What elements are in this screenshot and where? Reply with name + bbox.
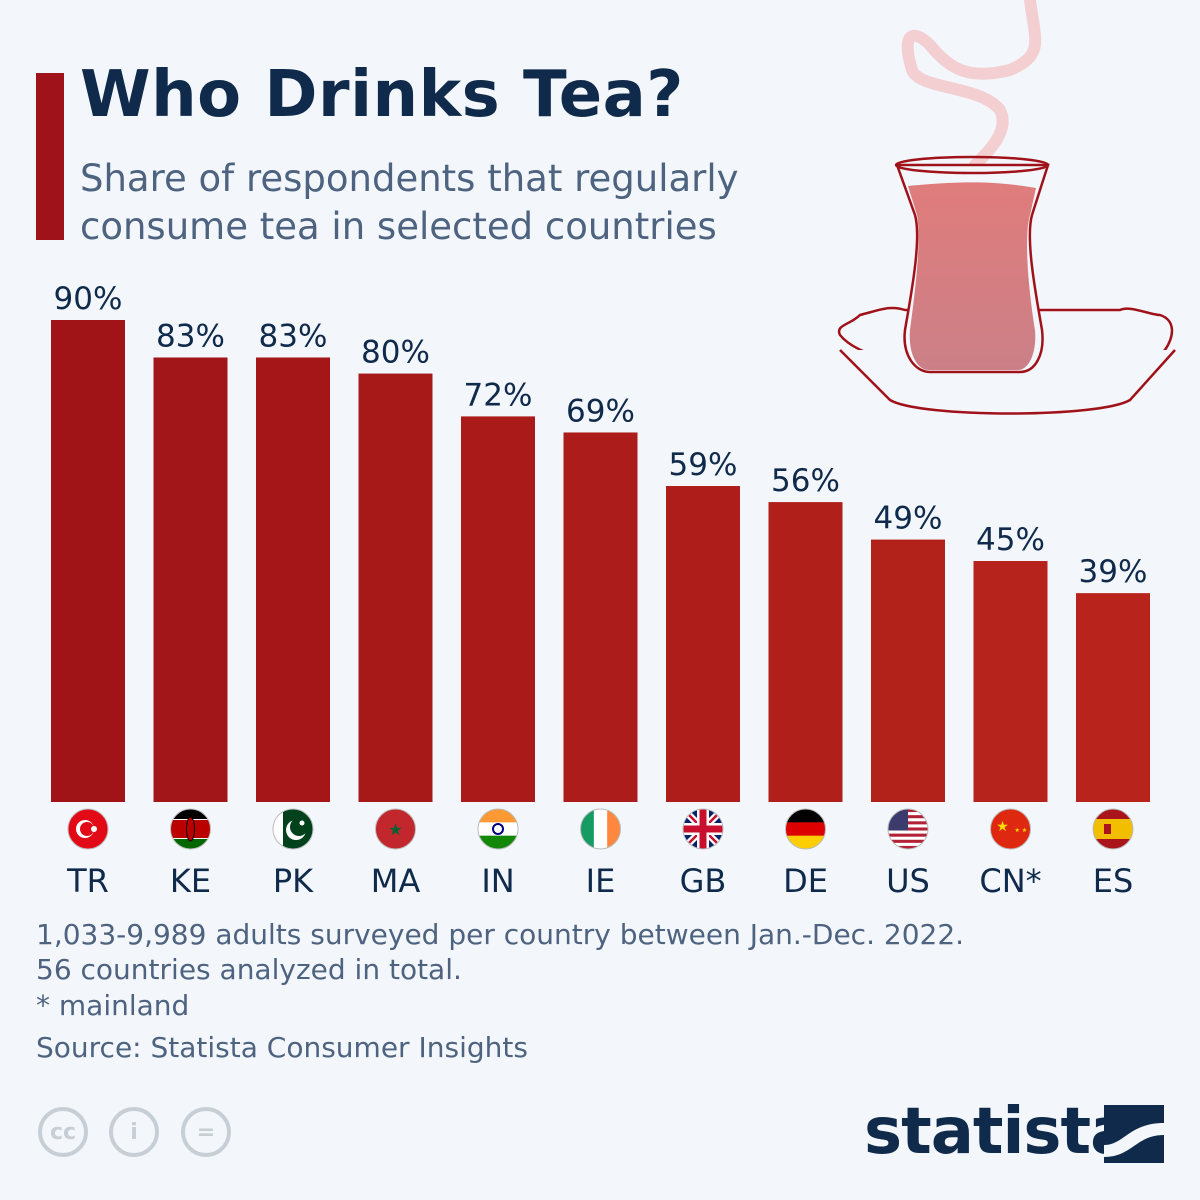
bar-group-KE: 83% KE: [153, 318, 228, 900]
category-label: ES: [1093, 862, 1134, 900]
bar-group-GB: 59% GB: [666, 447, 740, 900]
category-label: CN*: [979, 862, 1041, 900]
bar-group-IE: 69% IE: [563, 393, 638, 900]
note-survey: 1,033-9,989 adults surveyed per country …: [36, 918, 965, 951]
category-label: US: [886, 862, 930, 900]
germany-flag-icon: [785, 808, 826, 850]
data-label: 83%: [259, 318, 328, 354]
bar: [358, 373, 433, 802]
bar: [153, 357, 228, 802]
data-label: 45%: [976, 522, 1045, 558]
kenya-flag-icon: [170, 808, 211, 850]
category-label: GB: [680, 862, 727, 900]
svg-text:★ ★: ★ ★: [1015, 827, 1028, 834]
no-derivatives-icon[interactable]: =: [181, 1107, 231, 1157]
attribution-icon[interactable]: i: [109, 1107, 159, 1157]
pakistan-flag-icon: [272, 808, 314, 850]
data-label: 83%: [156, 318, 225, 354]
svg-text:★: ★: [996, 819, 1009, 835]
bar-group-DE: 56% DE: [768, 463, 843, 900]
cc-icon[interactable]: cc: [38, 1107, 88, 1157]
turkey-flag-icon: [67, 808, 109, 850]
bar-group-IN: 72% IN: [461, 377, 535, 900]
category-label: KE: [170, 862, 211, 900]
note-mainland: * mainland: [36, 989, 190, 1022]
statista-logo-mark: [1104, 1105, 1164, 1163]
data-label: 69%: [566, 393, 635, 429]
category-label: IN: [481, 862, 514, 900]
data-label: 72%: [464, 377, 533, 413]
ireland-flag-icon: [580, 808, 621, 850]
bar-group-TR: 90% TR: [51, 281, 125, 900]
category-label: PK: [273, 862, 314, 900]
bar-group-ES: 39% ES: [1076, 554, 1150, 900]
data-label: 39%: [1079, 554, 1148, 590]
bar: [973, 561, 1048, 802]
bar: [256, 357, 330, 802]
spain-flag-icon: [1092, 808, 1134, 850]
bar: [871, 539, 945, 802]
source: Source: Statista Consumer Insights: [36, 1031, 528, 1064]
category-label: IE: [586, 862, 616, 900]
bar: [461, 416, 535, 802]
data-label: 59%: [669, 447, 738, 483]
bar: [1076, 593, 1150, 802]
category-label: DE: [783, 862, 828, 900]
data-label: 56%: [771, 463, 840, 499]
tea-glass-illustration: [837, 0, 1176, 415]
morocco-flag-icon: ★: [375, 808, 416, 850]
category-label: MA: [371, 862, 421, 900]
chart-subtitle: Share of respondents that regularly cons…: [80, 157, 739, 248]
data-label: 49%: [874, 501, 943, 537]
data-label: 80%: [361, 335, 430, 371]
bar-group-CN*: 45% ★ ★ ★ CN*: [973, 522, 1048, 900]
data-label: 90%: [54, 281, 123, 317]
bar-group-MA: 80% ★ MA: [358, 335, 433, 900]
china-flag-icon: ★ ★ ★: [990, 808, 1031, 850]
statista-logo[interactable]: statista: [864, 1095, 1133, 1169]
bar: [768, 502, 843, 802]
bar-group-PK: 83% PK: [256, 318, 330, 900]
bar-chart: 90% TR 83% KE 83% PK 80% ★ MA 72% IN 69% IE 59% GB 56% D…: [51, 281, 1150, 900]
bar: [51, 320, 125, 802]
bar: [563, 432, 638, 802]
bar: [666, 486, 740, 802]
bar-group-US: 49% US: [871, 501, 945, 900]
svg-text:★: ★: [388, 820, 402, 839]
india-flag-icon: [477, 808, 519, 850]
note-countries: 56 countries analyzed in total.: [36, 953, 462, 986]
chart-title: Who Drinks Tea?: [80, 58, 684, 132]
united-kingdom-flag-icon: [682, 808, 724, 850]
title-accent-bar: [36, 73, 64, 240]
category-label: TR: [66, 862, 109, 900]
united-states-flag-icon: [887, 808, 929, 850]
